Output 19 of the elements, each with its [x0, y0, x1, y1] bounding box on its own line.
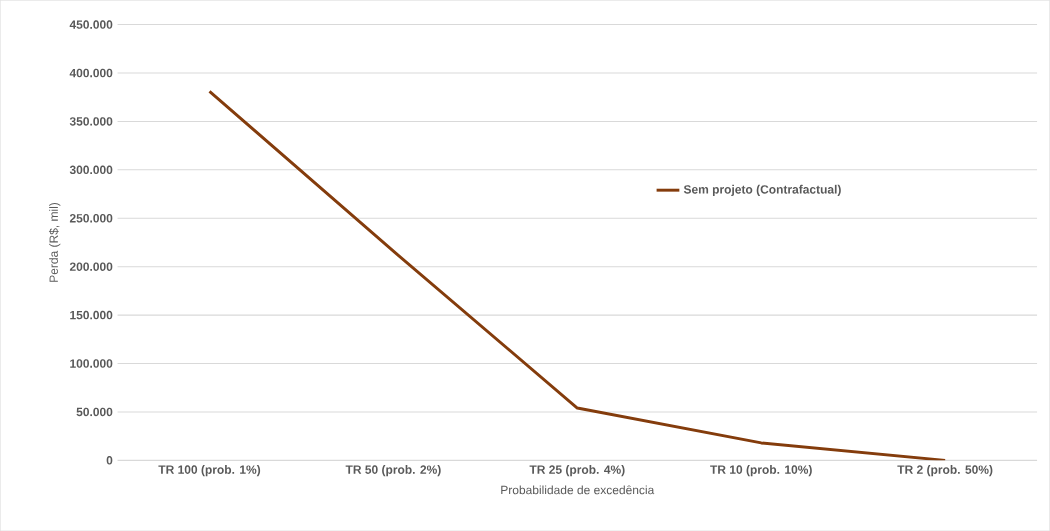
y-tick-label: 0	[106, 455, 113, 465]
x-tick-label: TR 25 (prob. 4%)	[529, 464, 625, 477]
y-tick-label: 200.000	[69, 262, 113, 271]
x-tick-label: TR 2 (prob. 50%)	[897, 464, 993, 477]
x-tick-label: TR 100 (prob. 1%)	[158, 464, 261, 477]
y-tick-label: 150.000	[70, 310, 113, 320]
x-tick-label: TR 50 (prob. 2%)	[345, 464, 441, 477]
x-axis-title: Probabilidade de excedência	[501, 485, 655, 495]
x-tick-label: TR 10 (prob. 10%)	[710, 464, 812, 477]
legend-label: Sem projeto (Contrafactual)	[683, 184, 841, 196]
y-tick-label: 100.000	[70, 359, 113, 368]
y-tick-label: 50.000	[76, 407, 113, 417]
y-tick-label: 300.000	[69, 165, 113, 174]
y-tick-label: 350.000	[69, 117, 113, 126]
y-tick-label: 450.000	[69, 20, 113, 29]
line-series	[208, 89, 947, 461]
y-axis-title: Perda (R$, mil)	[48, 202, 61, 282]
y-tick-label: 250.000	[69, 213, 113, 223]
y-tick-label: 400.000	[69, 68, 113, 78]
